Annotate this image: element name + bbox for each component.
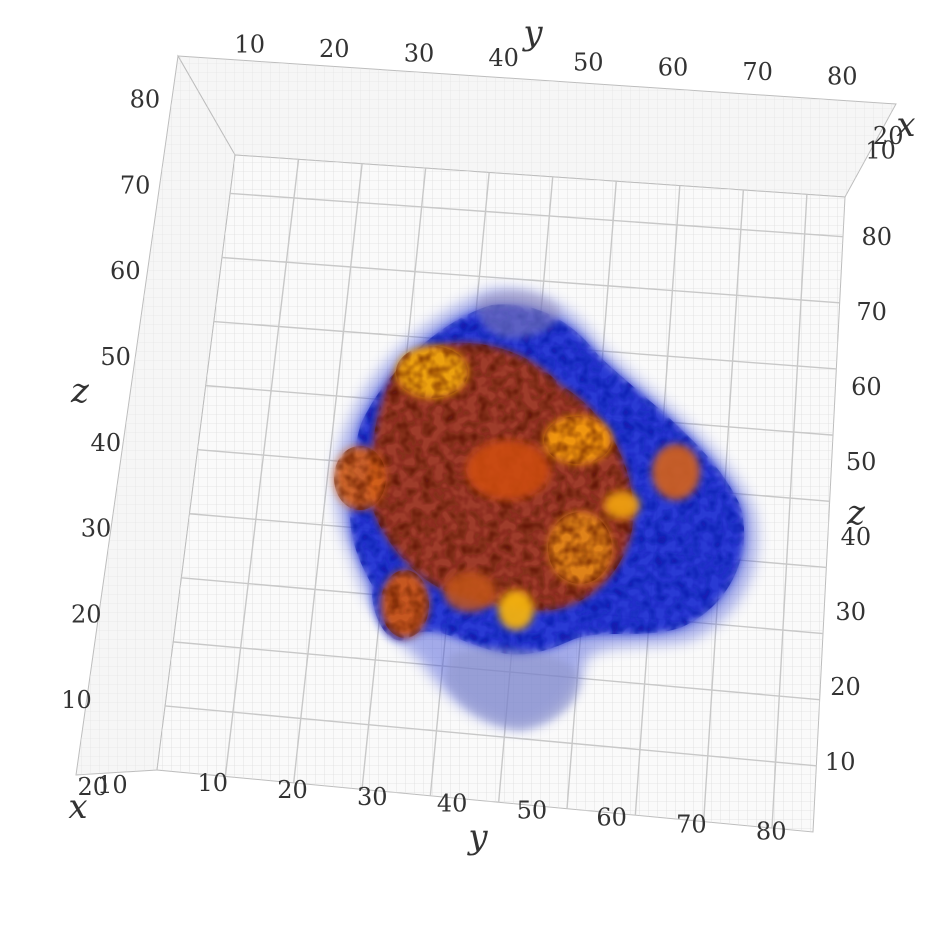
hotspot-6 [498,590,534,630]
right-z-tick-label: 70 [856,298,887,326]
hotspot-8 [466,440,550,500]
top-x-tick-label: 10 [865,137,896,165]
grid-line-horizontal [221,256,840,304]
right-z-tick-label: 80 [862,223,893,251]
bottom-x-tick-label: 10 [97,771,128,799]
left-z-tick-label: 30 [81,515,112,543]
right-z-tick-label: 20 [830,673,861,701]
left-pane-grid [76,56,235,775]
right-z-axis-label: z [846,493,866,533]
bottom-x-tick-label: 20 [78,773,109,801]
right-z-tick-label: 10 [825,748,856,776]
left-z-tick-label: 70 [120,171,151,199]
top-pane-grid [178,56,896,197]
bottom-y-tick-label: 80 [756,818,787,846]
bottom-y-tick-label: 30 [357,783,388,811]
left-z-tick-label: 60 [110,257,141,285]
hotspot-grain [334,346,612,638]
bottom-y-axis-label: y [466,817,488,857]
bottom-y-tick-label: 10 [198,769,229,797]
hotspot-9 [444,572,496,612]
left-z-axis-label: z [70,371,90,411]
bottom-y-tick-label: 70 [676,811,707,839]
top-y-tick-label: 50 [573,49,604,77]
left-z-tick-label: 50 [100,343,131,371]
top-y-tick-label: 40 [488,44,519,72]
grid-line-vertical [771,194,808,829]
right-z-tick-label: 30 [835,598,866,626]
top-ghost [477,291,560,339]
bottom-y-tick-label: 40 [437,790,468,818]
hotspot-10 [604,491,640,519]
left-z-tick-label: 10 [61,686,92,714]
hotspot-3 [652,444,700,500]
bottom-y-tick-label: 60 [596,804,627,832]
top-x-axis-label: x [896,105,915,145]
top-y-axis-label: y [521,13,543,53]
left-z-tick-label: 40 [91,429,122,457]
bottom-y-tick-label: 50 [517,797,548,825]
top-y-tick-label: 80 [827,62,858,90]
left-z-tick-label: 80 [130,86,161,114]
bottom-x-axis-label: x [68,787,87,827]
top-x-tick-label: 20 [873,122,904,150]
right-z-tick-label: 60 [851,373,882,401]
axis-labels: y y z z x x [68,13,915,857]
top-y-tick-label: 60 [658,53,689,81]
grid-line-horizontal [230,192,844,238]
top-y-tick-label: 20 [319,35,350,63]
right-z-tick-label: 40 [841,523,872,551]
top-y-tick-label: 70 [742,58,773,86]
right-z-tick-label: 50 [846,448,877,476]
bottom-y-tick-label: 20 [277,776,308,804]
bottom-ghost [445,647,580,730]
left-z-tick-label: 20 [71,600,102,628]
top-y-tick-label: 30 [404,40,435,68]
top-y-tick-label: 10 [234,31,265,59]
volume-render [334,288,758,730]
